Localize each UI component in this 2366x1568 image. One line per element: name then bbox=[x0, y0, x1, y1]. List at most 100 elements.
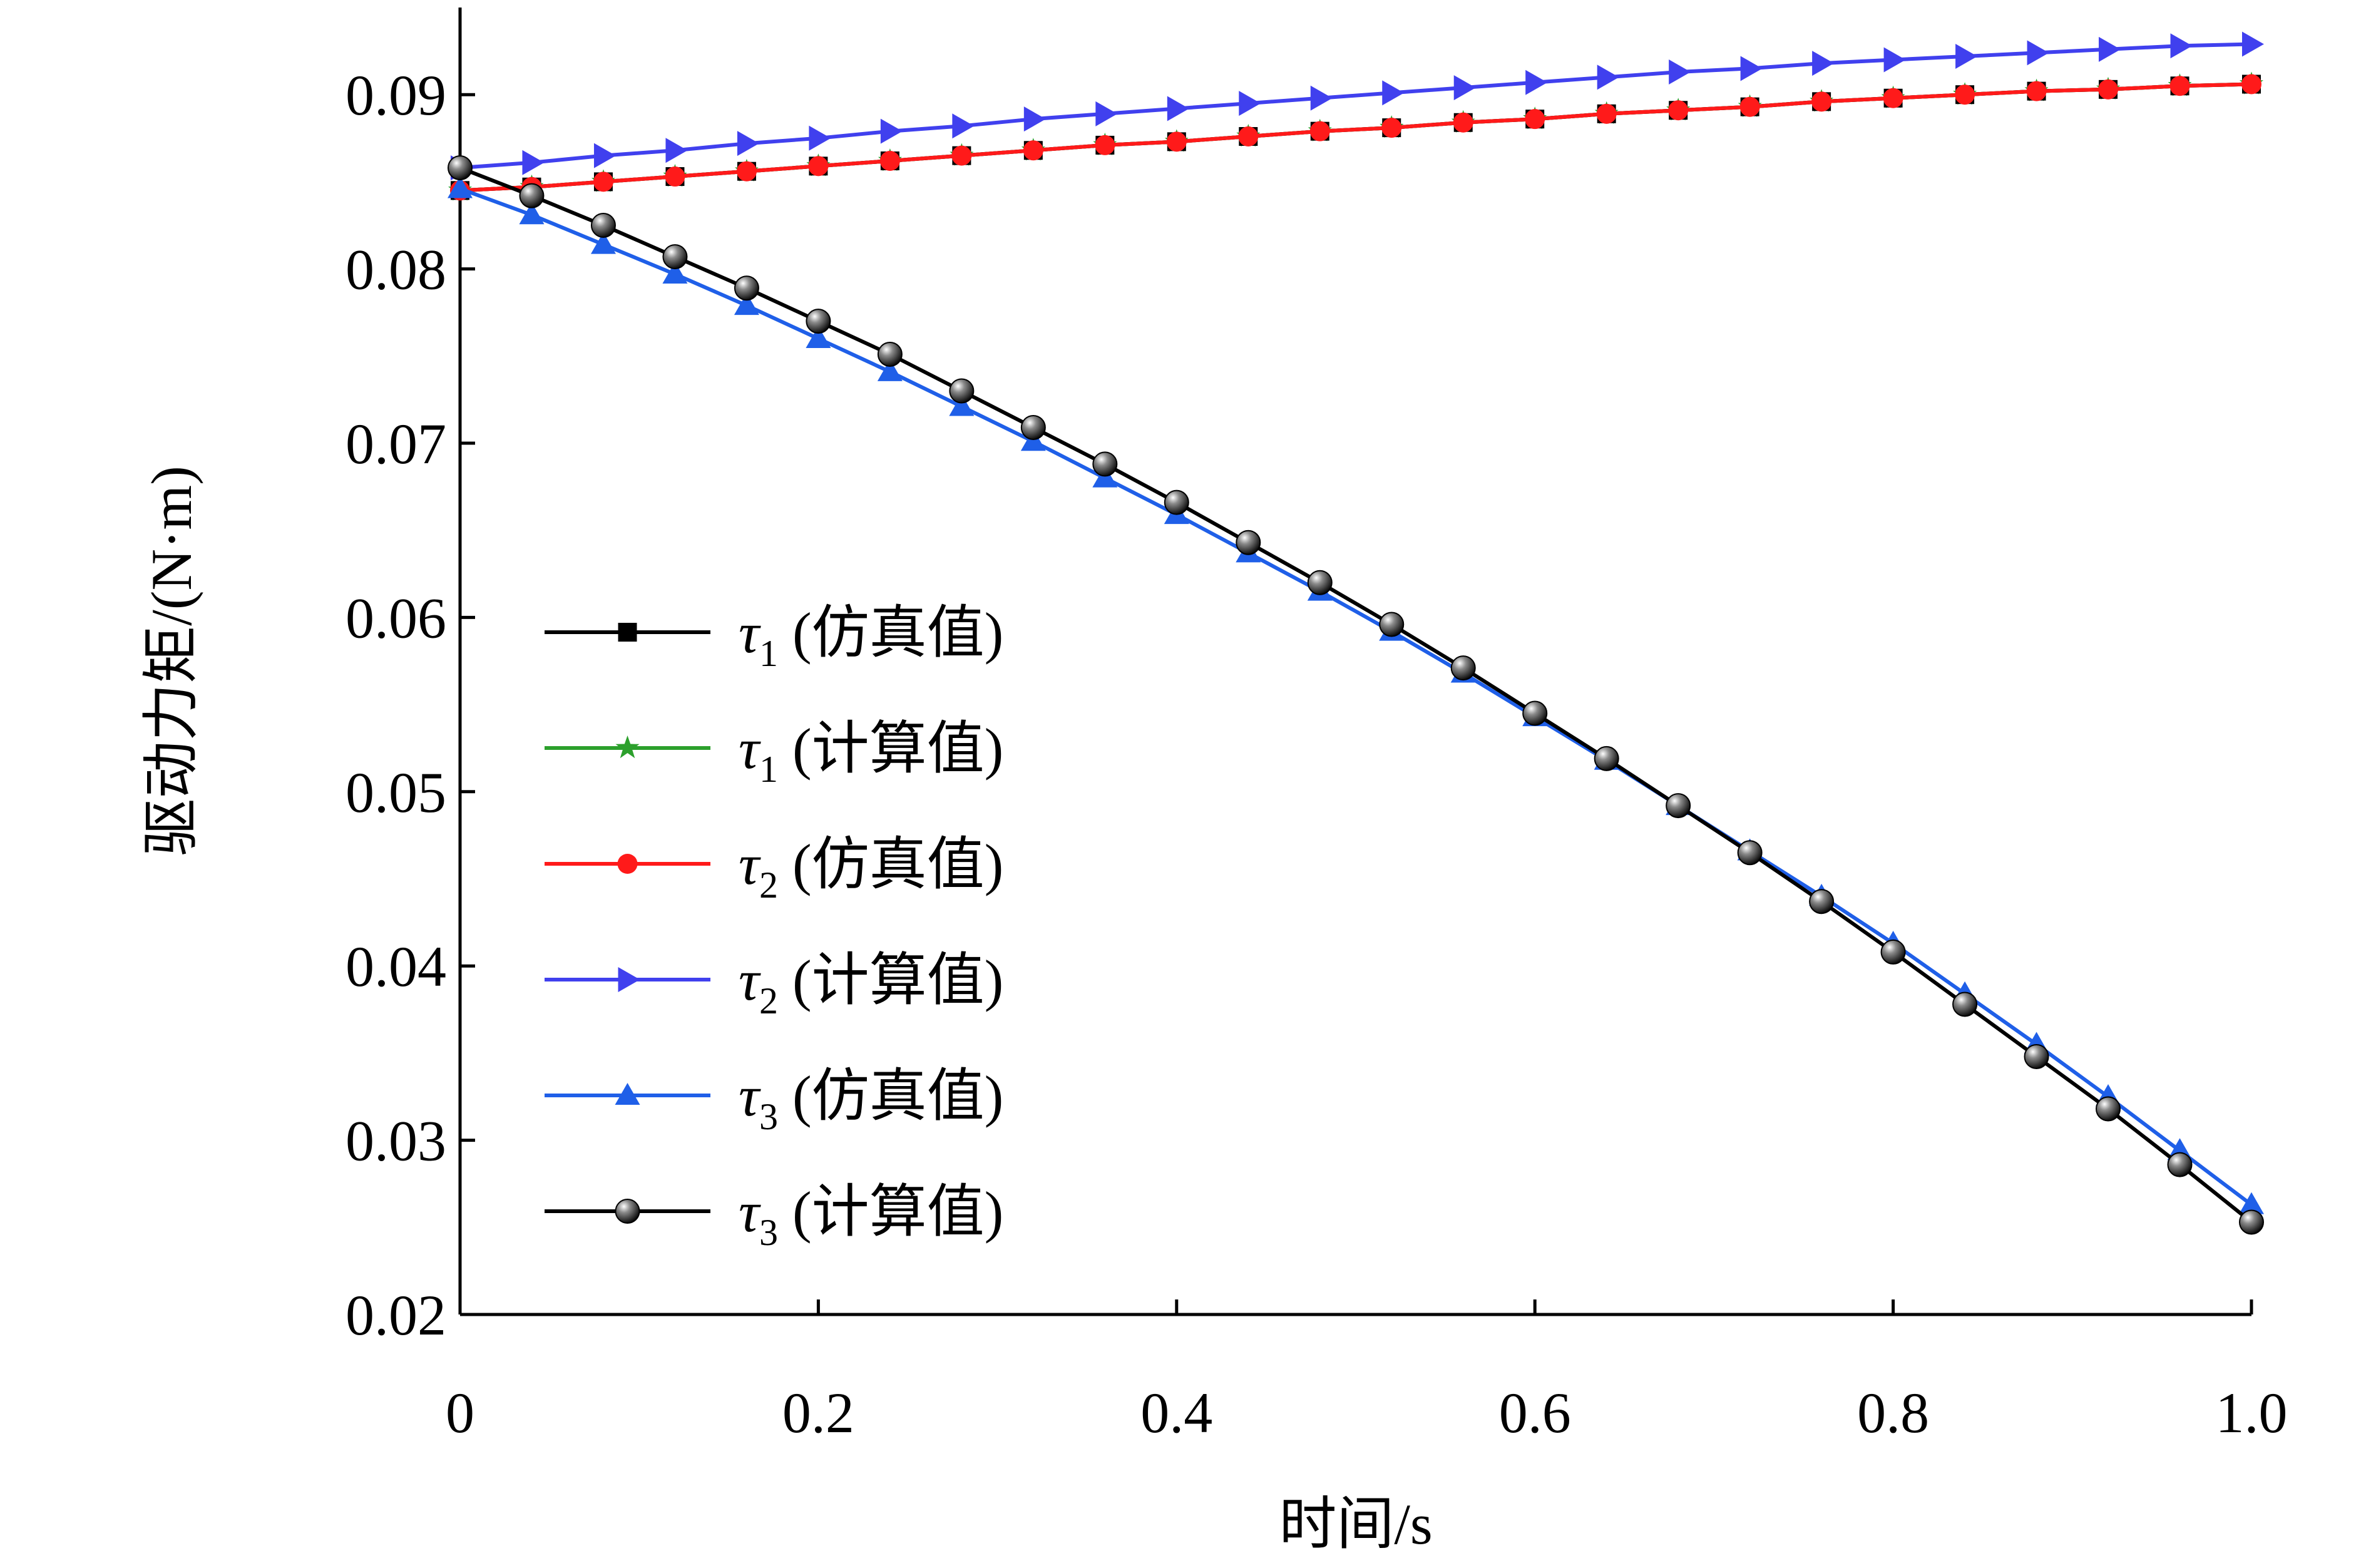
data-point bbox=[877, 342, 903, 367]
data-point bbox=[809, 125, 831, 151]
data-point bbox=[1310, 85, 1333, 111]
x-tick-label: 0.8 bbox=[1857, 1381, 1929, 1445]
legend-item: τ1 (计算值) bbox=[545, 717, 1003, 790]
data-point bbox=[1095, 101, 1118, 126]
series-layer bbox=[448, 31, 2264, 1235]
data-point bbox=[1239, 91, 1261, 116]
y-tick-label: 0.04 bbox=[346, 935, 446, 998]
data-point bbox=[448, 155, 473, 181]
data-point bbox=[1020, 414, 1046, 440]
data-point bbox=[618, 623, 637, 642]
data-point bbox=[665, 138, 688, 163]
y-tick-label: 0.03 bbox=[346, 1109, 446, 1173]
data-point bbox=[665, 167, 685, 187]
data-point bbox=[1092, 451, 1118, 477]
data-point bbox=[1809, 889, 1835, 915]
data-point bbox=[1883, 88, 1903, 108]
data-point bbox=[951, 145, 972, 166]
data-point bbox=[877, 359, 903, 381]
data-point bbox=[879, 150, 900, 171]
data-point bbox=[2169, 76, 2190, 96]
data-point bbox=[2026, 81, 2047, 101]
data-point bbox=[1307, 570, 1333, 595]
data-point bbox=[1453, 75, 1476, 101]
x-tick-label: 0.4 bbox=[1140, 1381, 1212, 1445]
legend-item: τ3 (仿真值) bbox=[545, 1064, 1003, 1137]
series-line bbox=[459, 42, 2252, 170]
data-point bbox=[615, 735, 640, 759]
data-point bbox=[1880, 939, 1906, 965]
data-point bbox=[618, 967, 640, 992]
series-line bbox=[459, 82, 2252, 193]
series-6 bbox=[448, 155, 2264, 1235]
data-point bbox=[1309, 121, 1330, 141]
data-point bbox=[2099, 36, 2121, 62]
data-point bbox=[522, 150, 545, 175]
data-point bbox=[617, 854, 638, 874]
series-line bbox=[459, 187, 2253, 1206]
data-point bbox=[1668, 100, 1689, 121]
x-tick-label: 0 bbox=[446, 1381, 474, 1445]
y-tick-label: 0.02 bbox=[346, 1283, 446, 1347]
data-point bbox=[590, 232, 616, 254]
data-point bbox=[806, 325, 831, 348]
y-axis-title: 驱动力矩/(N·m) bbox=[140, 466, 203, 856]
series-line bbox=[459, 82, 2252, 193]
data-point bbox=[880, 118, 903, 144]
legend-label: τ1 (仿真值) bbox=[739, 601, 1003, 674]
legend-label: τ2 (计算值) bbox=[739, 948, 1003, 1022]
data-point bbox=[734, 293, 759, 315]
data-point bbox=[1522, 700, 1548, 726]
x-tick-label: 1.0 bbox=[2216, 1381, 2288, 1445]
data-point bbox=[615, 1083, 640, 1105]
data-point bbox=[1381, 118, 1402, 138]
data-point bbox=[736, 161, 757, 182]
data-point bbox=[1023, 140, 1043, 161]
data-point bbox=[1811, 91, 1832, 112]
data-point bbox=[737, 131, 759, 156]
data-point bbox=[1955, 43, 1978, 69]
data-point bbox=[1450, 655, 1476, 681]
data-point bbox=[593, 172, 613, 192]
data-point bbox=[1166, 131, 1187, 152]
data-point bbox=[2170, 33, 2193, 59]
legend-label: τ3 (计算值) bbox=[739, 1180, 1003, 1253]
series-5 bbox=[448, 176, 2264, 1214]
data-point bbox=[662, 261, 688, 284]
data-point bbox=[2167, 1152, 2193, 1177]
y-tick-label: 0.05 bbox=[346, 761, 446, 824]
legend-label: τ2 (仿真值) bbox=[739, 833, 1003, 906]
data-point bbox=[2239, 1209, 2264, 1235]
data-point bbox=[952, 113, 975, 139]
data-point bbox=[2096, 1096, 2121, 1122]
data-point bbox=[593, 143, 616, 168]
data-point bbox=[2239, 1192, 2264, 1214]
legend-item: τ3 (计算值) bbox=[545, 1180, 1003, 1253]
data-point bbox=[1238, 126, 1259, 147]
x-tick-label: 0.2 bbox=[782, 1381, 854, 1445]
data-point bbox=[448, 176, 473, 198]
data-point bbox=[2242, 31, 2264, 57]
data-point bbox=[1740, 56, 1763, 81]
series-2 bbox=[448, 71, 2263, 201]
series-line bbox=[459, 166, 2253, 1224]
data-point bbox=[1095, 135, 1115, 155]
data-point bbox=[2098, 79, 2119, 100]
data-point bbox=[1236, 530, 1261, 555]
legend-item: τ1 (仿真值) bbox=[545, 601, 1003, 674]
data-point bbox=[662, 244, 688, 270]
data-point bbox=[1023, 106, 1046, 132]
data-point bbox=[1525, 109, 1545, 130]
legend-label: τ3 (仿真值) bbox=[739, 1064, 1003, 1137]
series-4 bbox=[451, 31, 2264, 181]
y-tick-label: 0.06 bbox=[346, 586, 446, 650]
y-tick-label: 0.07 bbox=[346, 412, 446, 476]
series-3 bbox=[450, 74, 2261, 201]
axes: 0.02 0.03 0.04 0.05 0.06 0.07 0.08 0.09 0 0.2 0.4 0… bbox=[346, 8, 2288, 1445]
data-point bbox=[2027, 40, 2049, 66]
data-point bbox=[590, 213, 616, 238]
data-point bbox=[2024, 1043, 2049, 1069]
data-point bbox=[1739, 96, 1760, 117]
data-point bbox=[1164, 489, 1189, 515]
data-point bbox=[1382, 80, 1405, 106]
